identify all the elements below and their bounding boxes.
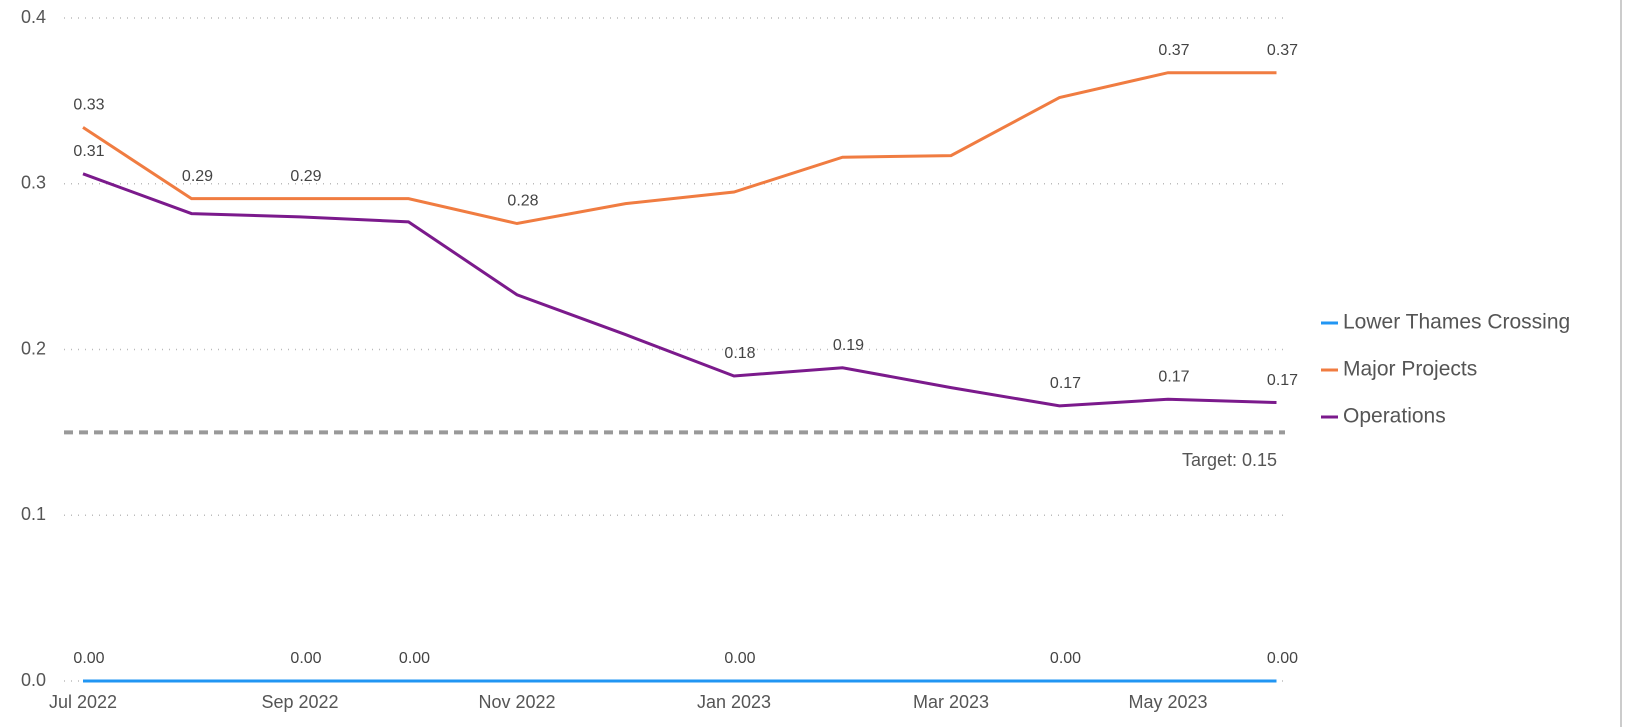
x-tick-label: Jul 2022 [49, 692, 117, 712]
data-label: 0.00 [73, 650, 104, 667]
y-tick-label: 0.3 [21, 173, 46, 193]
legend-label: Lower Thames Crossing [1343, 311, 1570, 334]
data-label: 0.29 [290, 168, 321, 185]
data-label: 0.00 [399, 650, 430, 667]
data-label: 0.00 [724, 650, 755, 667]
y-tick-label: 0.2 [21, 338, 46, 358]
data-label: 0.17 [1050, 375, 1081, 392]
data-label: 0.17 [1158, 368, 1189, 385]
x-tick-label: Nov 2022 [478, 692, 555, 712]
x-tick-label: Jan 2023 [697, 692, 771, 712]
data-label: 0.31 [73, 143, 104, 160]
data-label: 0.28 [507, 193, 538, 210]
data-label: 0.00 [290, 650, 321, 667]
y-tick-label: 0.0 [21, 670, 46, 690]
y-tick-label: 0.1 [21, 504, 46, 524]
x-tick-label: May 2023 [1128, 692, 1207, 712]
series-line [82, 71, 1277, 226]
data-label: 0.33 [73, 97, 104, 114]
data-label: 0.29 [182, 168, 213, 185]
data-label: 0.37 [1267, 42, 1298, 59]
series-line [82, 172, 1277, 408]
target-label: Target: 0.15 [1182, 450, 1277, 470]
data-label: 0.17 [1267, 372, 1298, 389]
data-label: 0.00 [1050, 650, 1081, 667]
legend-label: Operations [1343, 405, 1446, 428]
data-label: 0.37 [1158, 42, 1189, 59]
y-tick-label: 0.4 [21, 7, 46, 27]
x-tick-label: Sep 2022 [261, 692, 338, 712]
legend-label: Major Projects [1343, 358, 1477, 381]
x-tick-label: Mar 2023 [913, 692, 989, 712]
data-label: 0.00 [1267, 650, 1298, 667]
data-label: 0.19 [833, 337, 864, 354]
data-label: 0.18 [724, 345, 755, 362]
